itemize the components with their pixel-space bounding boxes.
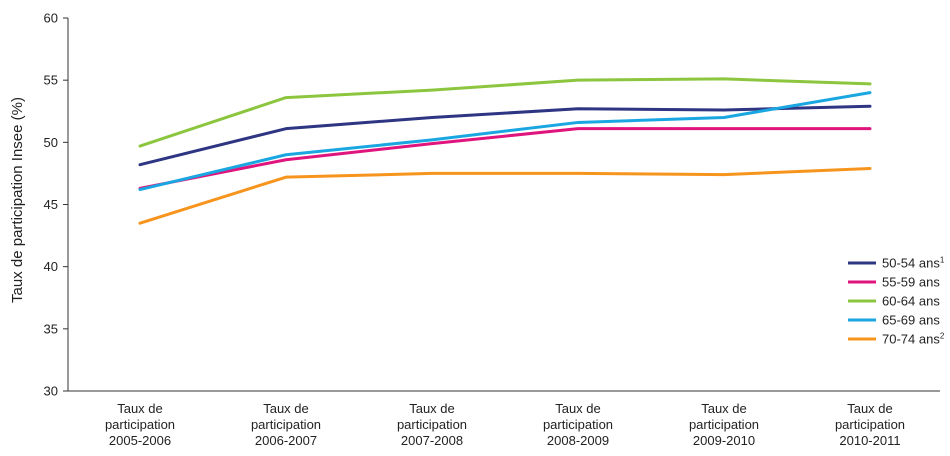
y-tick-label: 45 [44, 197, 58, 212]
series-line-70-74-ans [138, 166, 872, 225]
x-tick-label: Taux de participation 2006-2007 [251, 401, 321, 448]
series-lines [138, 77, 872, 225]
y-tick-label: 35 [44, 321, 58, 336]
legend-label: 65-69 ans [882, 313, 940, 328]
legend-label: 50-54 ans1 [882, 256, 945, 271]
x-tick-label: Taux de participation 2009-2010 [689, 401, 759, 448]
legend-label: 70-74 ans2 [882, 332, 945, 347]
y-tick-label: 50 [44, 135, 58, 150]
legend-label: 55-59 ans [882, 275, 940, 290]
legend: 50-54 ans1 55-59 ans 60-64 ans 65-69 ans 70-… [848, 256, 945, 347]
y-axis-ticks: 30 35 40 45 50 55 60 [44, 11, 68, 399]
series-line-60-64-ans [138, 77, 872, 148]
series-line-50-54-ans [138, 104, 872, 167]
y-axis-title: Taux de participation Insee (%) [9, 97, 26, 303]
legend-label: 60-64 ans [882, 294, 940, 309]
y-tick-label: 55 [44, 73, 58, 88]
x-tick-label: Taux de participation 2008-2009 [543, 401, 613, 448]
x-tick-label: Taux de participation 2005-2006 [105, 401, 175, 448]
x-tick-label: Taux de participation 2007-2008 [397, 401, 467, 448]
y-tick-label: 60 [44, 11, 58, 26]
y-tick-label: 40 [44, 259, 58, 274]
y-tick-label: 30 [44, 384, 58, 399]
series-line-65-69-ans [138, 91, 872, 192]
series-line-55-59-ans [138, 127, 872, 190]
x-axis-ticks: Taux de participation 2005-2006 Taux de part… [105, 401, 905, 448]
x-tick-label: Taux de participation 2010-2011 [835, 401, 905, 448]
